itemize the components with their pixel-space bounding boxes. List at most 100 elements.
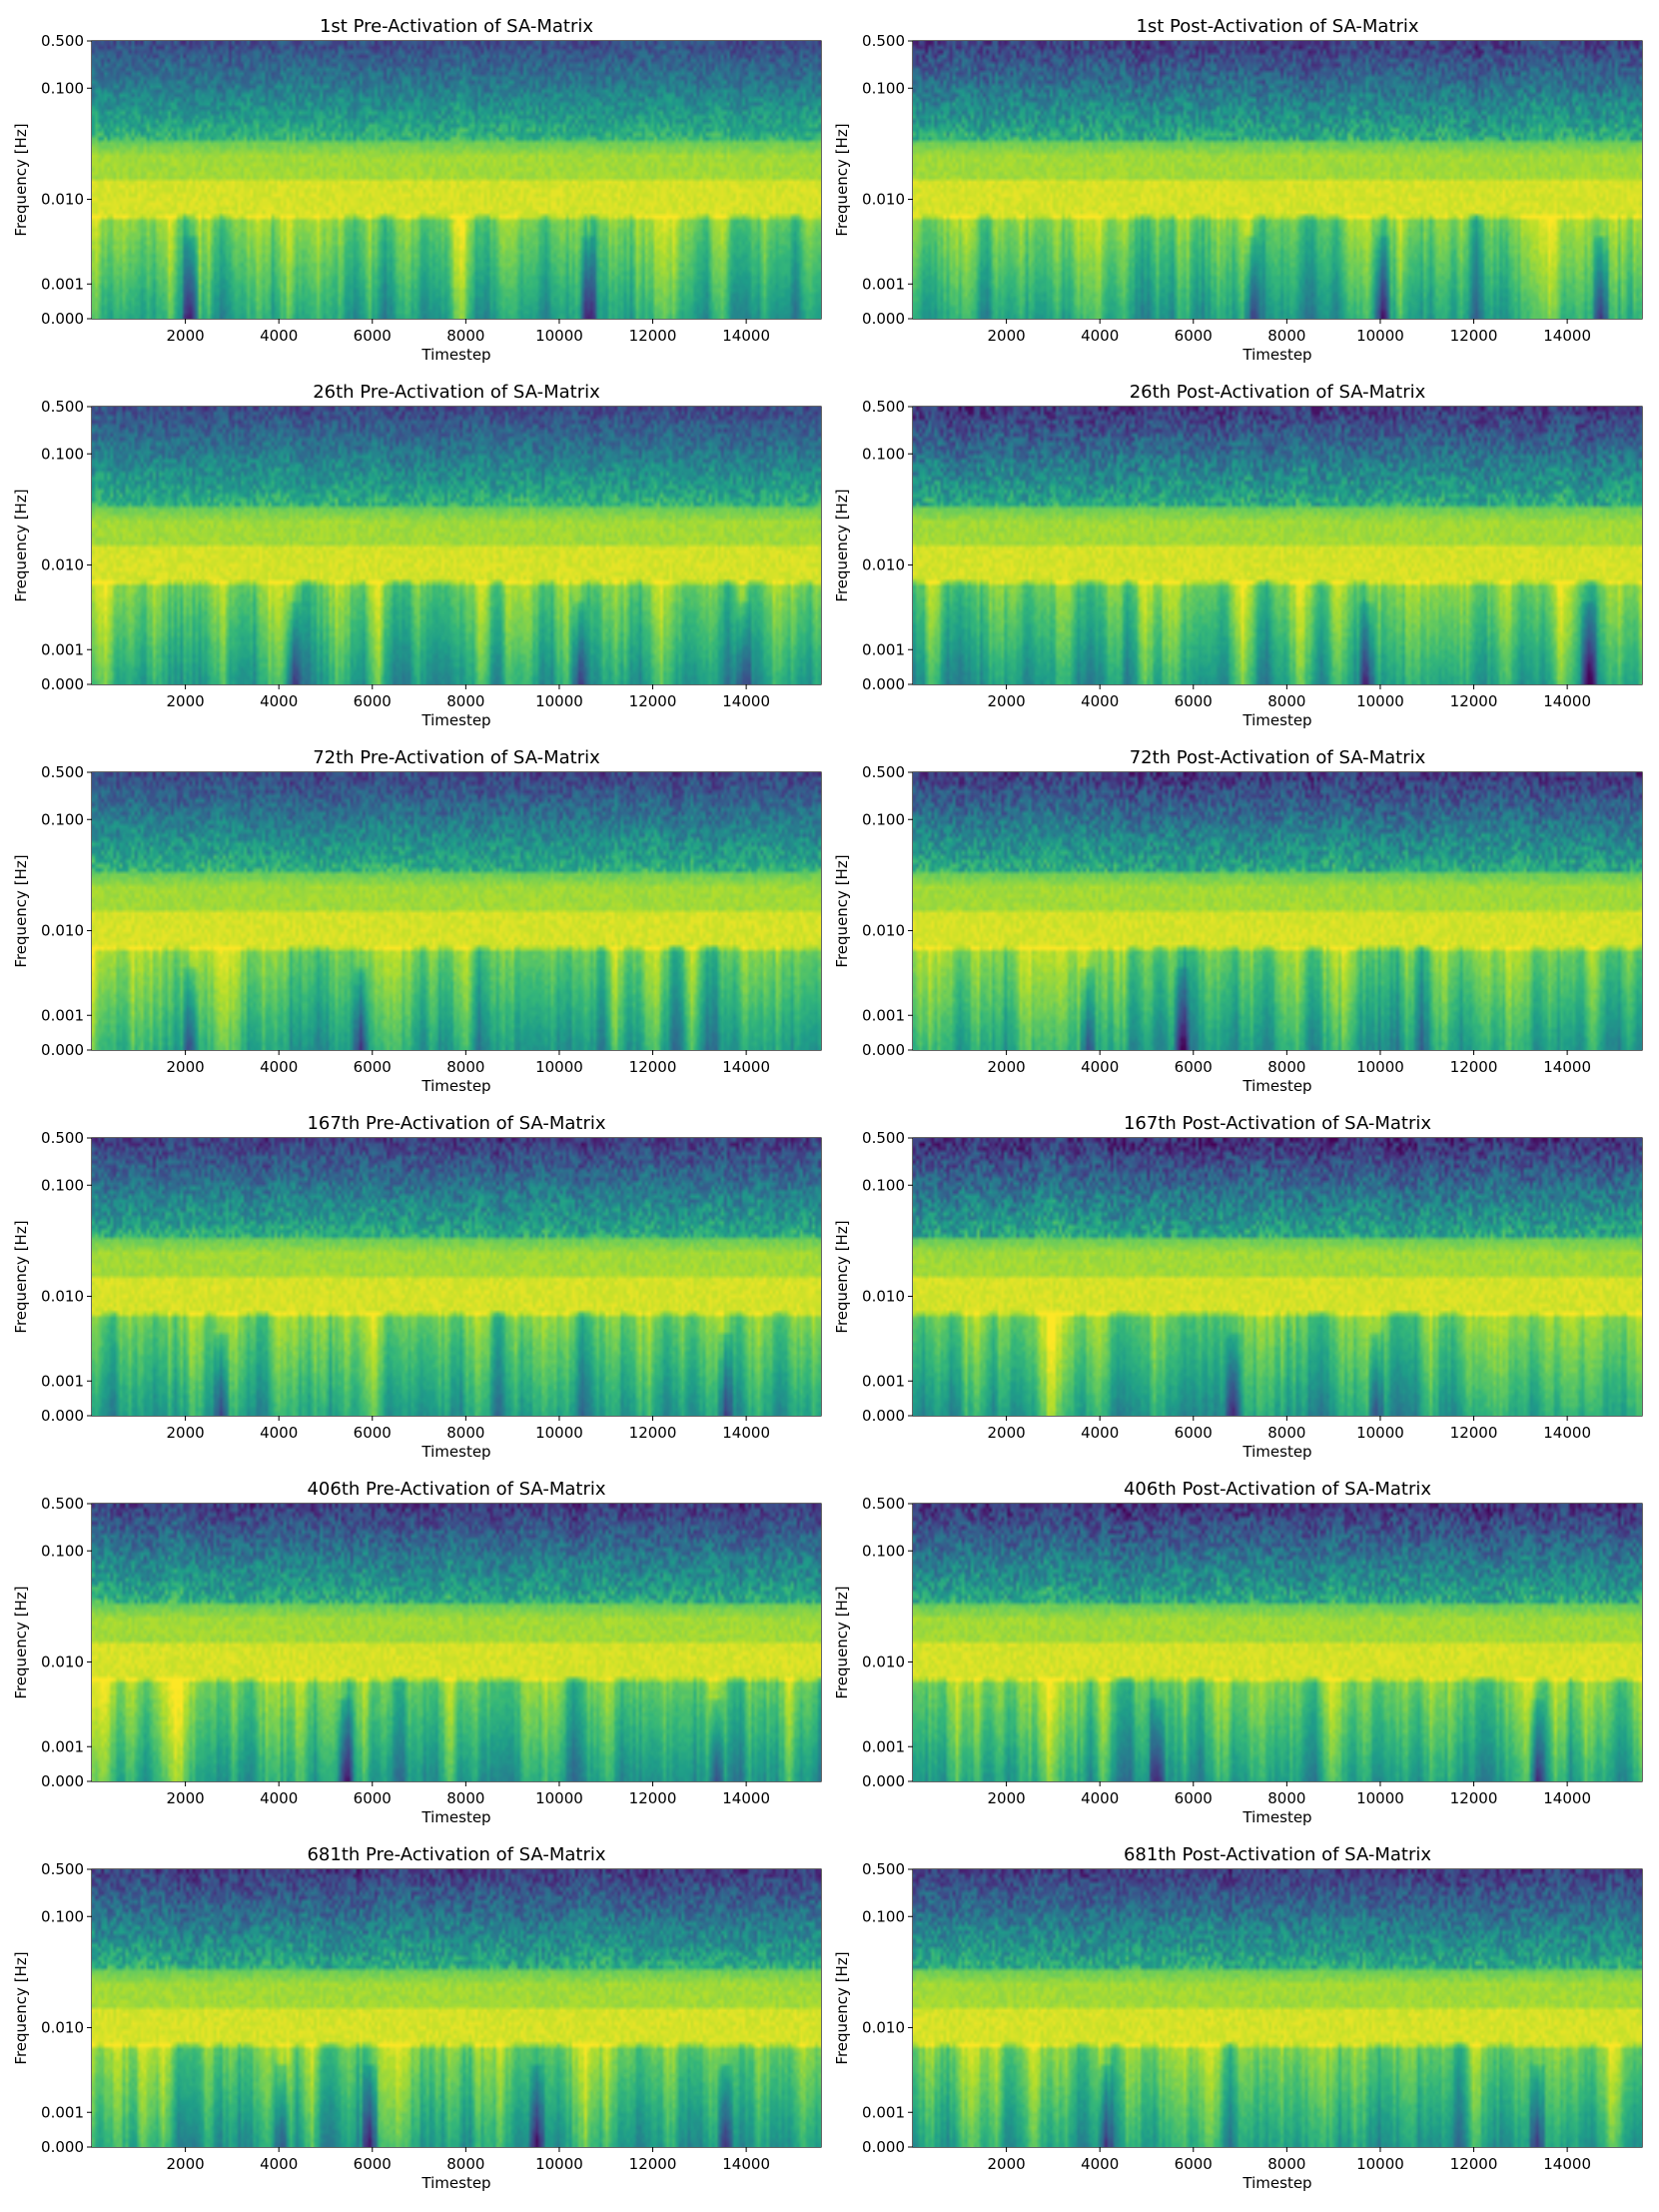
y-tick-label: 0.100 [41,445,84,463]
x-axis-label: Timestep [1242,1077,1311,1095]
y-tick-label: 0.500 [41,1860,84,1878]
y-tick-label: 0.500 [41,1129,84,1147]
x-tick-label: 2000 [987,2155,1025,2173]
x-tick-label: 6000 [1175,1058,1213,1076]
x-tick-label: 10000 [1356,1789,1404,1807]
x-axis-label: Timestep [1242,346,1311,364]
x-tick-label: 4000 [260,1789,298,1807]
y-tick-label: 0.500 [41,32,84,50]
y-tick-label: 0.100 [41,1542,84,1560]
y-axis-label: Frequency [Hz] [12,1951,30,2064]
y-tick-label: 0.001 [862,275,905,293]
panel-title: 681th Pre-Activation of SA-Matrix [307,1844,605,1865]
y-tick-label: 0.100 [862,1176,905,1194]
y-tick-label: 0.010 [41,2018,84,2036]
spectrogram-panel: 26th Post-Activation of SA-Matrix 2000 400… [833,382,1643,729]
heatmap-image [913,41,1642,319]
x-tick-label: 12000 [629,2155,677,2173]
x-tick-label: 2000 [166,1424,204,1442]
x-tick-label: 4000 [1081,327,1119,345]
y-tick-label: 0.500 [862,398,905,416]
panel-title: 1st Post-Activation of SA-Matrix [1136,16,1418,37]
x-tick-label: 10000 [1356,2155,1404,2173]
x-axis-label: Timestep [1242,2174,1311,2192]
y-tick-label: 0.010 [41,1653,84,1670]
panel-title: 1st Pre-Activation of SA-Matrix [320,16,593,37]
y-tick-label: 0.100 [862,445,905,463]
y-tick-label: 0.000 [41,1772,84,1790]
x-tick-label: 6000 [354,327,392,345]
y-tick-label: 0.001 [862,1737,905,1755]
y-tick-label: 0.000 [862,2138,905,2156]
x-tick-label: 4000 [260,1424,298,1442]
x-axis-label: Timestep [1242,1443,1311,1461]
x-tick-label: 2000 [166,2155,204,2173]
x-tick-label: 6000 [1175,1789,1213,1807]
x-tick-label: 10000 [1356,1058,1404,1076]
x-axis-label: Timestep [420,711,490,729]
y-tick-label: 0.000 [41,310,84,328]
x-tick-label: 4000 [1081,692,1119,710]
x-tick-label: 12000 [629,1058,677,1076]
y-tick-label: 0.001 [862,1006,905,1024]
y-tick-label: 0.100 [862,1907,905,1925]
y-tick-label: 0.010 [41,190,84,208]
panel-title: 72th Post-Activation of SA-Matrix [1130,747,1426,768]
y-tick-label: 0.000 [41,1041,84,1059]
y-tick-label: 0.100 [41,1176,84,1194]
y-tick-label: 0.001 [41,640,84,658]
y-tick-label: 0.001 [862,640,905,658]
heatmap-image [913,1504,1642,1781]
x-tick-label: 2000 [987,692,1025,710]
y-axis-label: Frequency [Hz] [12,1220,30,1333]
x-tick-label: 12000 [1450,1789,1498,1807]
x-tick-label: 12000 [629,692,677,710]
y-axis-label: Frequency [Hz] [833,854,851,967]
x-tick-label: 4000 [1081,1058,1119,1076]
x-tick-label: 4000 [1081,1424,1119,1442]
x-tick-label: 4000 [260,692,298,710]
x-tick-label: 4000 [1081,1789,1119,1807]
x-tick-label: 8000 [446,1424,484,1442]
x-tick-label: 12000 [1450,327,1498,345]
spectrogram-panel: 406th Pre-Activation of SA-Matrix 2000 400… [12,1479,822,1826]
y-tick-label: 0.001 [41,1372,84,1390]
y-axis-label: Frequency [Hz] [833,1220,851,1333]
spectrogram-panel: 167th Post-Activation of SA-Matrix 2000 40… [833,1113,1643,1461]
x-tick-label: 2000 [987,1789,1025,1807]
x-tick-label: 2000 [987,1424,1025,1442]
y-axis-label: Frequency [Hz] [833,1951,851,2064]
x-tick-label: 8000 [446,1058,484,1076]
x-tick-label: 12000 [629,1789,677,1807]
y-tick-label: 0.001 [862,1372,905,1390]
y-tick-label: 0.000 [41,1407,84,1425]
x-tick-label: 8000 [446,2155,484,2173]
x-tick-label: 8000 [446,692,484,710]
x-tick-label: 6000 [1175,692,1213,710]
x-tick-label: 2000 [166,692,204,710]
x-tick-label: 14000 [722,692,770,710]
y-tick-label: 0.100 [41,79,84,97]
y-tick-label: 0.500 [41,1495,84,1513]
spectrogram-panel: 1st Pre-Activation of SA-Matrix 2000 4000 6… [12,16,822,364]
x-tick-label: 10000 [535,2155,583,2173]
spectrogram-panel: 167th Pre-Activation of SA-Matrix 2000 400… [12,1113,822,1461]
x-tick-label: 6000 [1175,2155,1213,2173]
y-tick-label: 0.500 [862,32,905,50]
y-tick-label: 0.100 [862,1542,905,1560]
x-axis-label: Timestep [420,346,490,364]
y-tick-label: 0.100 [862,79,905,97]
spectrogram-panel: 1st Post-Activation of SA-Matrix 2000 4000… [833,16,1643,364]
y-tick-label: 0.000 [41,675,84,693]
y-tick-label: 0.010 [41,555,84,573]
x-axis-label: Timestep [1242,711,1311,729]
heatmap-image [92,1869,821,2147]
x-tick-label: 10000 [1356,327,1404,345]
spectrogram-panel: 72th Pre-Activation of SA-Matrix 2000 4000… [12,747,822,1095]
y-tick-label: 0.000 [862,1407,905,1425]
x-tick-label: 12000 [629,1424,677,1442]
panel-title: 681th Post-Activation of SA-Matrix [1124,1844,1431,1865]
y-tick-label: 0.000 [862,1772,905,1790]
x-tick-label: 6000 [354,1789,392,1807]
x-tick-label: 14000 [1543,1058,1591,1076]
